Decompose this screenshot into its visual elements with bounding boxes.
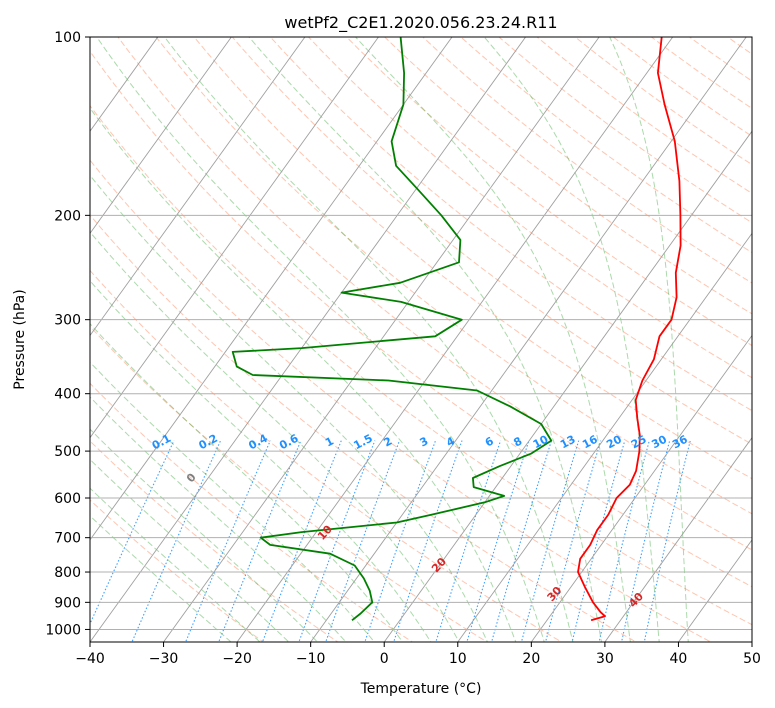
mixing-ratio-label: 36 xyxy=(670,433,690,452)
mixing-ratio-line xyxy=(218,440,302,642)
x-tick-label: 50 xyxy=(743,651,761,667)
x-tick-label: 0 xyxy=(380,651,389,667)
plot-frame xyxy=(89,36,753,643)
dry-adiabat xyxy=(231,37,752,445)
mixing-ratio-line xyxy=(491,440,553,642)
dry-adiabat xyxy=(90,214,638,642)
dry-adiabat xyxy=(307,37,752,379)
isotherm-line xyxy=(163,37,600,642)
mixing-ratio-line xyxy=(90,440,175,626)
y-tick-label: 500 xyxy=(54,444,81,460)
dry-adiabat xyxy=(117,37,752,551)
isotherm-line xyxy=(604,436,752,642)
axes: −40 −30 −20 −10 0 10 20 30 40 50 1000 900 800 700 600 5… xyxy=(45,30,761,667)
mixing-ratio-line xyxy=(545,440,602,642)
mixing-ratio-line xyxy=(598,440,650,642)
dry-adiabat xyxy=(90,269,563,642)
dry-adiabat xyxy=(90,382,414,642)
x-tick-label: −10 xyxy=(296,651,326,667)
x-tick-label: 40 xyxy=(670,651,688,667)
isotherm-line xyxy=(90,37,453,541)
y-axis-label: Pressure (hPa) xyxy=(12,289,28,389)
dry-adiabat xyxy=(90,104,752,626)
x-tick-label: 30 xyxy=(596,651,614,667)
chart-title: wetPf2_C2E1.2020.056.23.24.R11 xyxy=(284,13,557,33)
dry-adiabat xyxy=(90,440,339,642)
mixing-ratio-line xyxy=(364,440,437,642)
x-tick-label: 10 xyxy=(449,651,467,667)
mixing-ratio-line xyxy=(643,440,691,642)
y-tick-label: 300 xyxy=(54,313,81,329)
mixing-ratio-label: 16 xyxy=(580,433,600,452)
mixing-ratio-label: 20 xyxy=(604,433,624,452)
plot-area: -100-90-80-70-60-50-40-30-20-10010203040… xyxy=(90,37,752,642)
mixing-ratio-line xyxy=(261,440,342,642)
isotherm-line xyxy=(90,37,232,235)
dewpoint-profile-line xyxy=(231,37,553,622)
moist-adiabat xyxy=(90,515,232,642)
y-tick-label: 700 xyxy=(54,531,81,547)
dry-adiabat xyxy=(155,37,752,515)
isotherm-line xyxy=(678,539,752,642)
mixing-ratio-label: 30 xyxy=(649,433,669,452)
y-tick-label: 800 xyxy=(54,565,81,581)
mixing-ratio-line xyxy=(466,440,530,642)
x-tick-label: 20 xyxy=(522,651,540,667)
x-tick-label: −40 xyxy=(75,651,105,667)
dry-adiabat xyxy=(90,50,752,588)
dry-adiabat xyxy=(90,159,712,642)
moist-adiabat xyxy=(90,396,347,642)
y-tick-label: 1000 xyxy=(45,622,81,638)
y-tick-label: 900 xyxy=(54,595,81,611)
isotherm-line xyxy=(90,37,379,439)
mixing-ratio-label: 10 xyxy=(531,433,551,452)
isotherm-line xyxy=(90,37,526,642)
moist-adiabat xyxy=(248,37,603,642)
y-tick-label: 400 xyxy=(54,387,81,403)
mixing-ratio-line xyxy=(393,440,463,642)
isotherm-line xyxy=(90,37,306,337)
isotherm-line xyxy=(383,130,752,642)
x-axis-label: Temperature (°C) xyxy=(360,681,482,697)
isotherm-line xyxy=(457,232,752,642)
mixing-ratio-line xyxy=(520,440,580,642)
mixing-ratio-line xyxy=(571,440,626,642)
y-tick-label: 100 xyxy=(54,30,81,46)
isotherm-line xyxy=(236,37,674,642)
mixing-ratio-label: 13 xyxy=(558,433,578,452)
y-tick-label: 200 xyxy=(54,208,81,224)
temperature-profile-line xyxy=(577,37,682,622)
y-tick-label: 600 xyxy=(54,491,81,507)
dry-adiabat xyxy=(383,37,752,315)
isotherm-line xyxy=(530,334,752,642)
x-tick-label: −30 xyxy=(149,651,179,667)
mixing-ratio-label: 25 xyxy=(629,433,649,452)
x-tick-label: −20 xyxy=(222,651,252,667)
